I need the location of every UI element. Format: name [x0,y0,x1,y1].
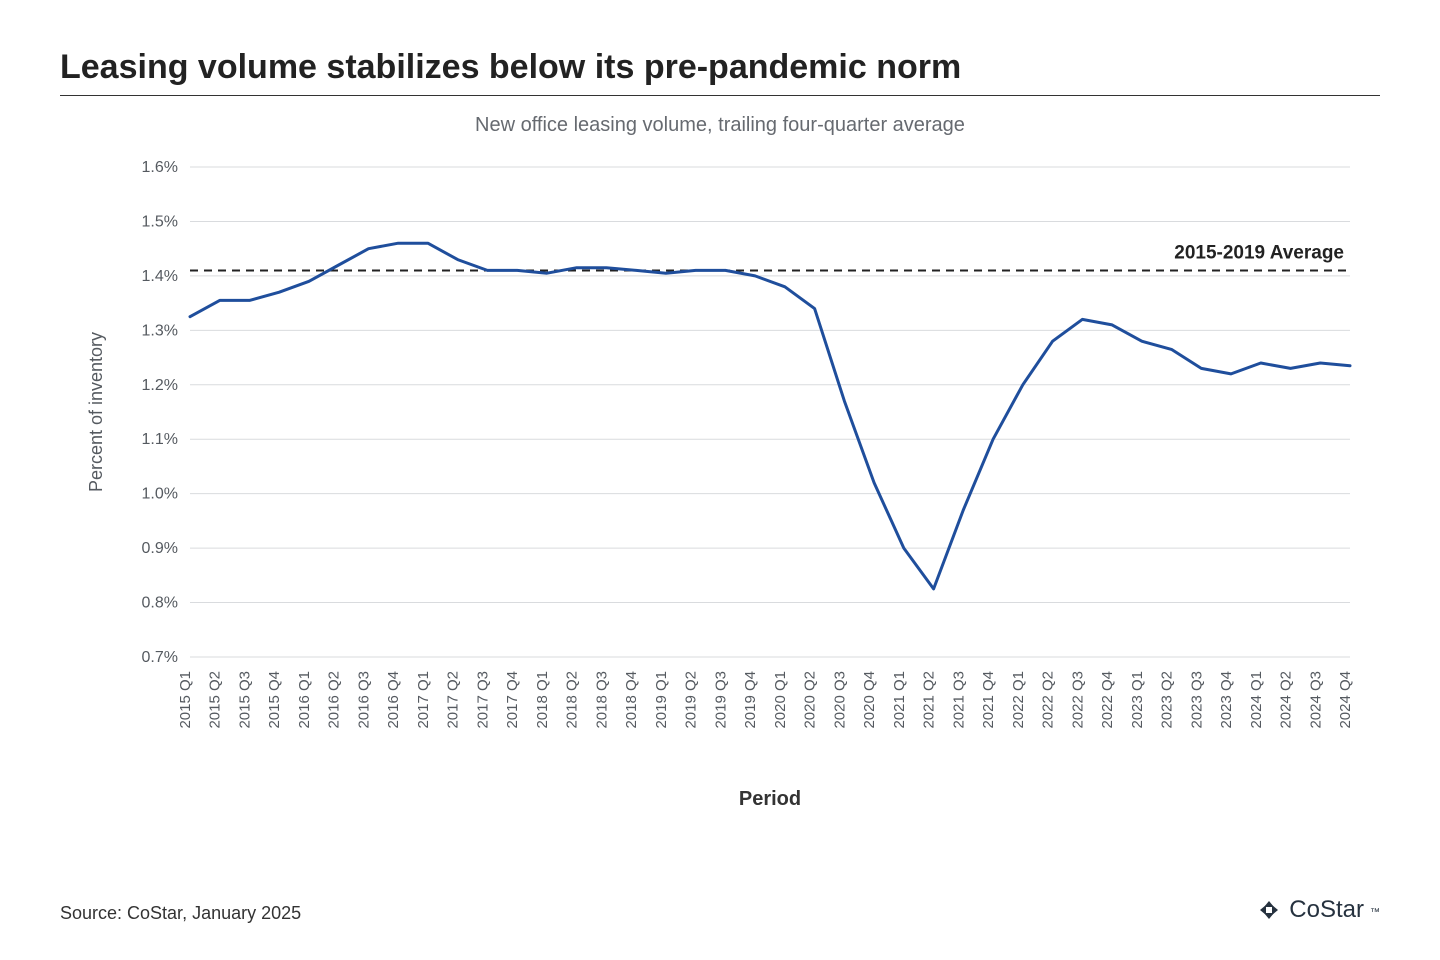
svg-text:2019 Q1: 2019 Q1 [653,671,670,729]
svg-text:2020 Q4: 2020 Q4 [861,671,878,729]
svg-text:2016 Q4: 2016 Q4 [385,671,402,729]
svg-text:2024 Q4: 2024 Q4 [1337,671,1354,729]
svg-text:2017 Q1: 2017 Q1 [415,671,432,729]
svg-text:2024 Q3: 2024 Q3 [1307,671,1324,729]
title-rule [60,95,1380,96]
source-text: Source: CoStar, January 2025 [60,903,301,924]
svg-text:2016 Q3: 2016 Q3 [355,671,372,729]
svg-text:2019 Q3: 2019 Q3 [712,671,729,729]
line-chart: 0.7% 0.8% 0.9% 1.0% 1.1% 1.2% 1.3% 1.4% 1.5% 1.6%… [60,147,1380,817]
chart-subtitle: New office leasing volume, trailing four… [60,114,1380,137]
svg-text:2020 Q3: 2020 Q3 [831,671,848,729]
svg-text:1.3%: 1.3% [142,322,178,339]
svg-text:2022 Q2: 2022 Q2 [1040,671,1057,729]
svg-text:Percent of inventory: Percent of inventory [86,332,106,492]
svg-text:2024 Q2: 2024 Q2 [1278,671,1295,729]
svg-text:2019 Q2: 2019 Q2 [683,671,700,729]
svg-text:2015 Q2: 2015 Q2 [207,671,224,729]
svg-text:2018 Q2: 2018 Q2 [564,671,581,729]
svg-text:2019 Q4: 2019 Q4 [742,671,759,729]
svg-text:2021 Q3: 2021 Q3 [950,671,967,729]
svg-text:1.0%: 1.0% [142,486,178,503]
svg-text:2018 Q3: 2018 Q3 [593,671,610,729]
costar-icon [1255,896,1283,924]
svg-text:0.8%: 0.8% [142,595,178,612]
chart-title: Leasing volume stabilizes below its pre-… [60,48,1380,87]
svg-text:2018 Q1: 2018 Q1 [534,671,551,729]
svg-text:2018 Q4: 2018 Q4 [623,671,640,729]
brand-logo: CoStar ™ [1255,896,1380,924]
chart-area: 0.7% 0.8% 0.9% 1.0% 1.1% 1.2% 1.3% 1.4% 1.5% 1.6%… [60,147,1380,817]
svg-text:2023 Q3: 2023 Q3 [1188,671,1205,729]
svg-text:1.4%: 1.4% [142,268,178,285]
svg-text:0.7%: 0.7% [142,649,178,666]
svg-text:2023 Q1: 2023 Q1 [1129,671,1146,729]
svg-text:0.9%: 0.9% [142,540,178,557]
svg-text:2020 Q1: 2020 Q1 [772,671,789,729]
brand-name: CoStar [1289,896,1364,924]
svg-text:2022 Q3: 2022 Q3 [1069,671,1086,729]
svg-text:1.6%: 1.6% [142,159,178,176]
svg-text:2015 Q1: 2015 Q1 [177,671,194,729]
svg-text:2022 Q1: 2022 Q1 [1010,671,1027,729]
svg-text:2021 Q4: 2021 Q4 [980,671,997,729]
svg-text:2021 Q1: 2021 Q1 [891,671,908,729]
svg-text:2021 Q2: 2021 Q2 [921,671,938,729]
svg-text:2015-2019 Average: 2015-2019 Average [1174,242,1344,263]
svg-text:2017 Q2: 2017 Q2 [445,671,462,729]
svg-text:Period: Period [739,788,801,810]
svg-text:2017 Q4: 2017 Q4 [504,671,521,729]
svg-text:2020 Q2: 2020 Q2 [802,671,819,729]
svg-text:2017 Q3: 2017 Q3 [474,671,491,729]
svg-text:2015 Q3: 2015 Q3 [236,671,253,729]
svg-text:1.2%: 1.2% [142,377,178,394]
svg-text:2016 Q2: 2016 Q2 [326,671,343,729]
svg-text:1.1%: 1.1% [142,431,178,448]
svg-text:2023 Q4: 2023 Q4 [1218,671,1235,729]
svg-text:2022 Q4: 2022 Q4 [1099,671,1116,729]
svg-text:2015 Q4: 2015 Q4 [266,671,283,729]
svg-text:2023 Q2: 2023 Q2 [1159,671,1176,729]
svg-text:2016 Q1: 2016 Q1 [296,671,313,729]
svg-text:2024 Q1: 2024 Q1 [1248,671,1265,729]
brand-tm: ™ [1370,907,1380,918]
svg-text:1.5%: 1.5% [142,213,178,230]
